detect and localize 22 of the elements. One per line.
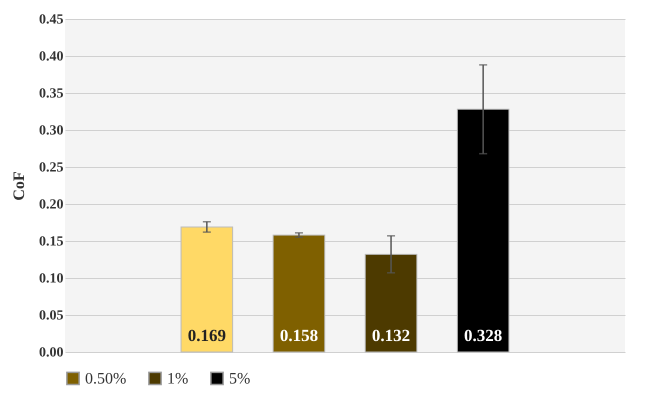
legend-label: 5% xyxy=(229,370,250,388)
y-tick-label: 0.35 xyxy=(39,86,64,102)
legend-label: 1% xyxy=(167,370,188,388)
bar xyxy=(364,254,418,352)
bar xyxy=(180,226,234,352)
data-label: 0.328 xyxy=(464,326,502,345)
y-tick-label: 0.20 xyxy=(39,198,64,212)
y-tick-label: 0.40 xyxy=(39,50,64,64)
legend-label: 0.50% xyxy=(85,370,126,388)
y-tick-label: 0.25 xyxy=(39,160,64,176)
data-label: 0.169 xyxy=(188,326,226,345)
y-axis-title: CoF xyxy=(11,171,28,201)
bar xyxy=(456,108,510,352)
y-tick-label: 0.15 xyxy=(39,234,64,250)
y-tick-label: 0.30 xyxy=(39,124,64,138)
y-tick-label: 0.10 xyxy=(39,272,64,286)
bar xyxy=(272,234,326,352)
y-tick-label: 0.05 xyxy=(39,308,64,324)
data-label: 0.158 xyxy=(280,326,318,345)
data-label: 0.132 xyxy=(372,326,410,345)
y-tick-label: 0.00 xyxy=(39,346,64,360)
y-tick-label: 0.45 xyxy=(39,12,64,28)
